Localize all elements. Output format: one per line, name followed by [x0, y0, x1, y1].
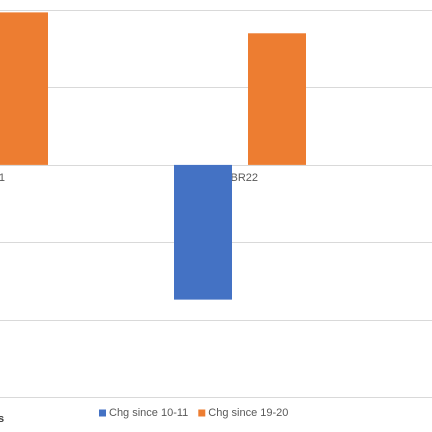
legend-label: Chg since 19-20 — [208, 407, 288, 419]
legend-label: Chg since 10-11 — [109, 407, 188, 419]
legend-swatch — [198, 409, 206, 417]
bar — [248, 33, 306, 165]
bar — [0, 12, 48, 165]
axis-title: s — [0, 413, 4, 425]
legend-swatch — [99, 409, 106, 417]
bar — [174, 164, 232, 300]
x-tick-label: 1 — [0, 172, 5, 184]
